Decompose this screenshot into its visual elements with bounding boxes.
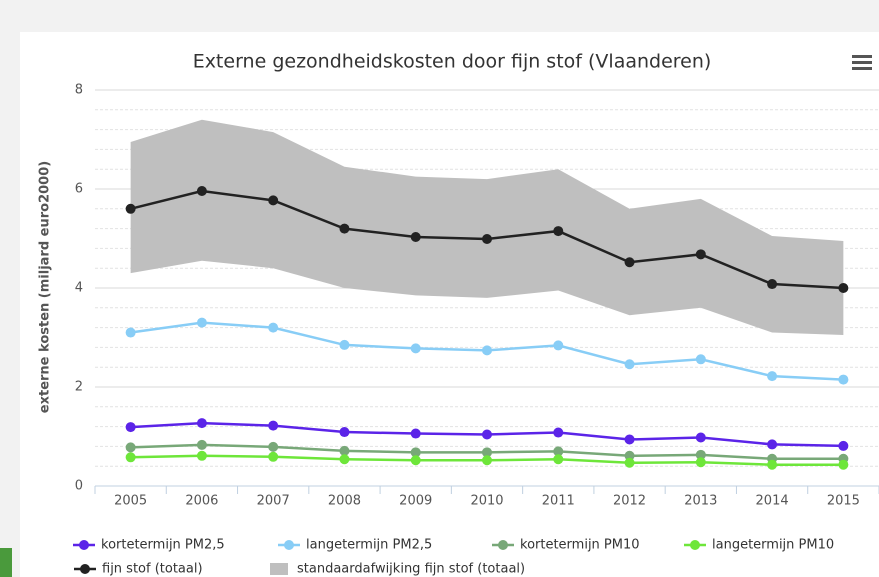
point: [553, 446, 564, 457]
point: [410, 447, 421, 458]
legend-label: langetermijn PM2,5: [306, 538, 432, 553]
legend-label: standaardafwijking fijn stof (totaal): [297, 562, 525, 577]
x-tick-label: 2015: [827, 494, 860, 509]
point: [695, 354, 706, 365]
point: [125, 203, 136, 214]
y-axis-label: externe kosten (miljard euro2000): [38, 161, 53, 413]
x-tick-label: 2012: [613, 494, 646, 509]
point: [624, 434, 635, 445]
x-tick-label: 2013: [684, 494, 717, 509]
legend-marker: [498, 540, 508, 550]
point: [767, 371, 778, 382]
point: [339, 223, 350, 234]
x-tick-label: 2011: [542, 494, 575, 509]
legend-marker: [690, 540, 700, 550]
point: [553, 226, 564, 237]
x-tick-label: 2006: [185, 494, 218, 509]
point: [624, 457, 635, 468]
point: [838, 440, 849, 451]
point: [553, 427, 564, 438]
point: [268, 322, 279, 333]
point: [624, 257, 635, 268]
point: [196, 185, 207, 196]
x-tick-label: 2010: [470, 494, 503, 509]
point: [624, 450, 635, 461]
point: [838, 374, 849, 385]
legend-label: fijn stof (totaal): [102, 562, 203, 577]
point: [196, 418, 207, 429]
y-tick-label: 0: [75, 479, 83, 494]
x-tick-label: 2009: [399, 494, 432, 509]
point: [482, 447, 492, 458]
legend-label: langetermijn PM10: [712, 538, 834, 553]
y-tick-label: 8: [75, 83, 83, 98]
point: [339, 339, 350, 350]
point: [624, 359, 635, 370]
point: [410, 428, 421, 439]
x-tick-label: 2008: [328, 494, 361, 509]
point: [695, 432, 706, 443]
point: [695, 457, 706, 468]
point: [339, 445, 350, 456]
point: [767, 279, 778, 290]
legend-marker: [79, 540, 89, 550]
legend: kortetermijn PM2,5 langetermijn PM2,5 kort…: [73, 538, 834, 577]
x-tick-label: 2014: [756, 494, 789, 509]
menu-button[interactable]: [850, 52, 874, 72]
point: [268, 441, 279, 452]
point: [268, 195, 279, 206]
y-tick-label: 6: [75, 182, 83, 197]
point: [767, 459, 778, 470]
point: [339, 427, 350, 438]
point: [125, 327, 136, 338]
legend-marker: [284, 540, 294, 550]
y-tick-label: 4: [75, 281, 83, 296]
point: [196, 317, 207, 328]
chart-title: Externe gezondheidskosten door fijn stof…: [193, 51, 712, 73]
point: [695, 449, 706, 460]
point: [553, 340, 564, 351]
point: [125, 422, 136, 433]
legend-swatch: [270, 563, 288, 575]
point: [410, 455, 421, 466]
point: [695, 249, 706, 260]
point: [838, 283, 849, 293]
y-tick-label: 2: [75, 380, 83, 395]
point: [482, 429, 492, 440]
point: [838, 459, 849, 470]
point: [410, 343, 421, 354]
std-band: [130, 119, 844, 336]
point: [482, 345, 492, 356]
point: [482, 455, 492, 466]
point: [125, 442, 136, 453]
point: [410, 232, 421, 243]
side-tab: [0, 548, 12, 577]
point: [339, 454, 350, 465]
point: [553, 454, 564, 465]
point: [482, 233, 492, 244]
x-tick-label: 2007: [257, 494, 290, 509]
point: [268, 420, 279, 431]
point: [196, 439, 207, 450]
point: [268, 451, 279, 462]
legend-marker: [80, 564, 90, 574]
point: [196, 450, 207, 461]
point: [125, 452, 136, 463]
legend-label: kortetermijn PM2,5: [101, 538, 225, 553]
x-tick-label: 2005: [114, 494, 147, 509]
point: [767, 439, 778, 450]
legend-label: kortetermijn PM10: [520, 538, 640, 553]
plot-area: [125, 119, 849, 470]
